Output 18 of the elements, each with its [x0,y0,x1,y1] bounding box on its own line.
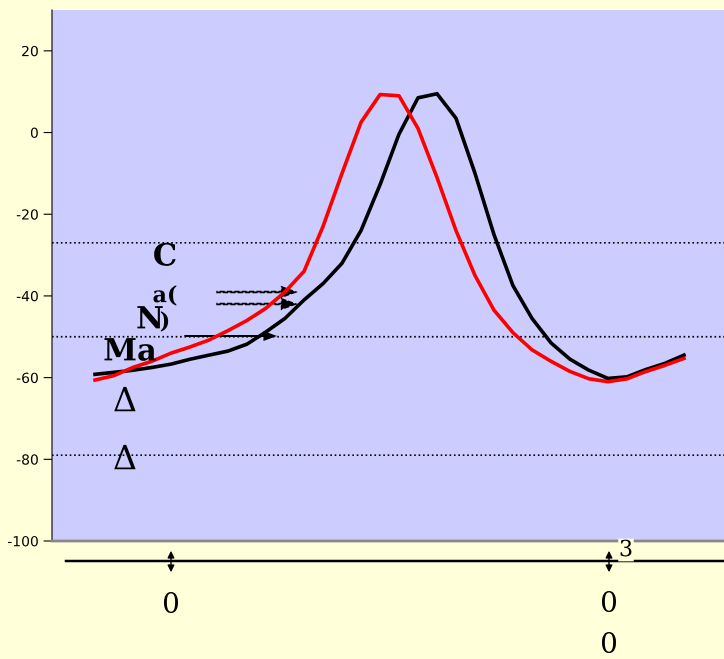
annotation: Δ [114,386,136,412]
y-tick-label: -20 [16,209,38,220]
text: 0 [164,592,178,614]
annotation: ) [160,311,168,332]
annotation: C [154,242,176,266]
y-tick-label: 0 [30,128,38,138]
annotation: 3 [620,540,632,556]
y-tick-label: -40 [16,290,38,302]
text: 0 [602,632,616,654]
annotation: a( [153,285,176,306]
y-tick-label: -80 [16,454,38,465]
annotation: N [137,306,163,328]
y-tick-label: -60 [16,372,38,384]
annotation: Ma [104,338,156,361]
y-tick-label: -100 [8,536,38,546]
annotation: Δ [114,444,136,470]
y-tick-label: 20 [22,46,38,56]
text: 0 [602,591,616,612]
